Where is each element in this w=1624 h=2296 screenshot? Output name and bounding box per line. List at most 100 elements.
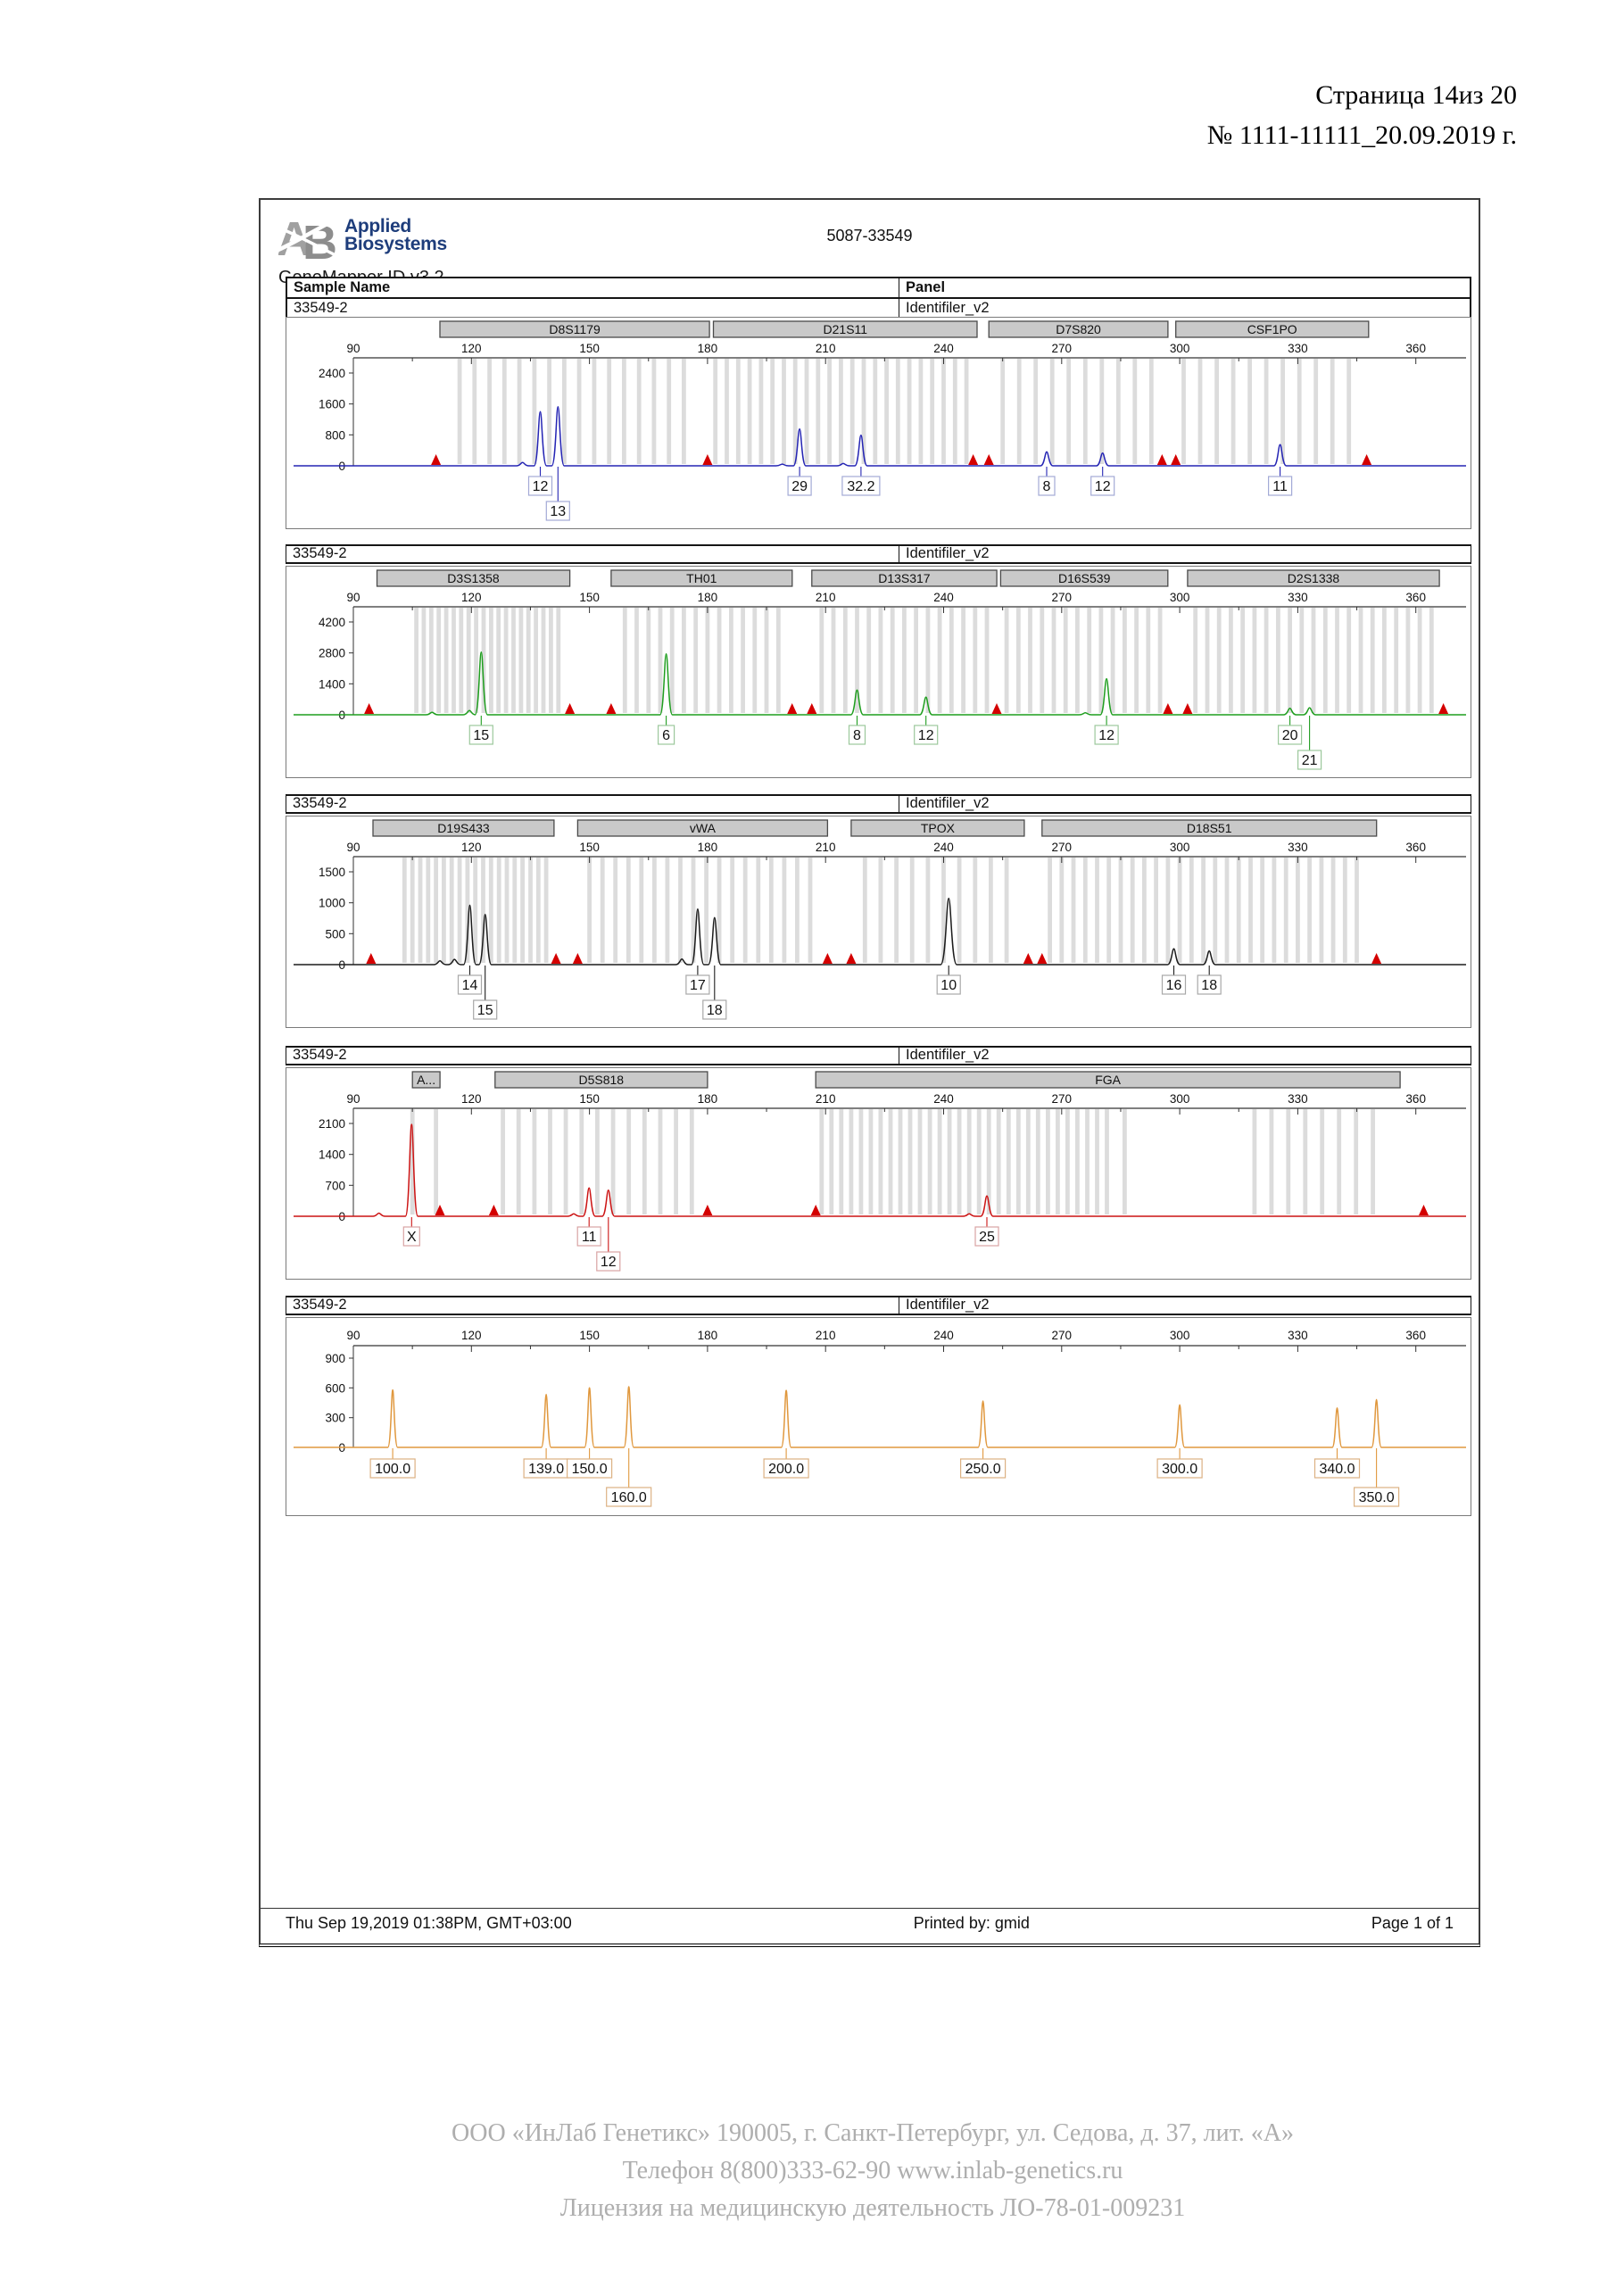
allele-label-box (457, 974, 483, 995)
allele-bin-bar (547, 359, 551, 464)
allele-label: 20 (1282, 728, 1298, 743)
size-standard-triangle (364, 703, 375, 714)
x-tick-label: 360 (1405, 841, 1426, 854)
allele-label-box (914, 725, 939, 745)
allele-bin-bar (1066, 359, 1072, 464)
allele-bin-bar (1033, 359, 1039, 464)
allele-bin-bar (957, 858, 962, 963)
size-standard-triangle (983, 454, 994, 465)
allele-bin-bar (973, 608, 978, 713)
x-tick-label: 300 (1170, 1329, 1190, 1342)
allele-bin-bar (895, 359, 900, 464)
marker-range-box (712, 320, 978, 338)
allele-bin-bar (1283, 858, 1288, 963)
y-tick-label: 1000 (319, 897, 345, 910)
allele-bin-bar (1269, 1109, 1274, 1214)
allele-bin-bar (1106, 858, 1112, 963)
size-standard-triangle (968, 454, 979, 465)
x-tick-label: 180 (698, 1329, 718, 1342)
allele-label: 11 (582, 1230, 597, 1245)
allele-bin-bar (808, 858, 813, 963)
marker-label: A... (417, 1073, 435, 1087)
allele-bin-bar (528, 858, 533, 963)
allele-bin-bar (1189, 858, 1194, 963)
allele-bin-bar (1193, 608, 1198, 713)
allele-bin-bar (909, 858, 915, 963)
allele-bin-bar (518, 608, 524, 713)
marker-label: TH01 (686, 571, 717, 585)
allele-bin-bar (888, 1109, 893, 1214)
allele-label: X (407, 1230, 417, 1245)
sample-table-row: 33549-2 Identifiler_v2 (287, 299, 1470, 318)
allele-bin-bar (729, 608, 733, 713)
allele-bin-bar (1154, 858, 1158, 963)
allele-bin-bar (587, 858, 592, 963)
allele-bin-bar (1346, 359, 1352, 464)
size-standard-triangle (435, 1205, 445, 1215)
marker-label: D7S820 (1056, 322, 1101, 336)
signal-trace (294, 651, 1466, 716)
allele-bin-bar (1085, 1109, 1090, 1214)
allele-label-box (1267, 476, 1293, 496)
report-frame: A B Applied Biosystems 5087-33549 GeneMa… (259, 198, 1480, 1947)
allele-bin-bar (713, 359, 718, 464)
x-tick-label: 90 (346, 841, 360, 854)
marker-range-box (439, 320, 710, 338)
allele-label-box (473, 999, 498, 1020)
marker-label: FGA (1095, 1073, 1121, 1087)
marker-range-box (610, 569, 793, 587)
allele-bin-bar (768, 858, 774, 963)
x-tick-label: 360 (1405, 342, 1426, 355)
allele-bin-bar (1118, 858, 1123, 963)
x-tick-label: 240 (933, 1092, 954, 1106)
x-tick-label: 120 (461, 841, 482, 854)
allele-bin-bar (1130, 858, 1135, 963)
x-tick-label: 120 (461, 342, 482, 355)
size-standard-triangle (1419, 1205, 1429, 1215)
print-page-number: Page 1 of 1 (1371, 1914, 1454, 1932)
allele-bin-bar (1063, 608, 1068, 713)
x-tick-label: 360 (1405, 591, 1426, 604)
allele-bin-bar (1075, 608, 1080, 713)
allele-label-box (1090, 476, 1115, 496)
allele-bin-bar (918, 359, 924, 464)
x-tick-label: 300 (1170, 591, 1190, 604)
allele-bin-bar (503, 608, 509, 713)
allele-bin-bar (1307, 858, 1312, 963)
allele-label: 17 (690, 978, 706, 993)
allele-bin-bar (1142, 858, 1147, 963)
allele-bin-bar (651, 359, 657, 464)
allele-bin-bar (678, 858, 683, 963)
allele-bin-bar (952, 359, 957, 464)
allele-bin-bar (873, 359, 878, 464)
x-tick-label: 150 (579, 342, 600, 355)
size-standard-triangle (702, 454, 713, 465)
allele-bin-bar (861, 359, 866, 464)
allele-bin-bar (907, 359, 912, 464)
allele-bin-bar (1015, 1109, 1021, 1214)
allele-bin-bar (878, 858, 883, 963)
allele-label-box (468, 725, 493, 745)
allele-bin-bar (665, 858, 670, 963)
allele-label: 340.0 (1319, 1462, 1355, 1477)
allele-bin-bar (1355, 858, 1359, 963)
marker-range-box (850, 819, 1025, 837)
col-sample-name: Sample Name (294, 279, 391, 295)
allele-bin-bar (725, 359, 729, 464)
allele-bin-bar (1417, 608, 1422, 713)
size-standard-triangle (1023, 953, 1033, 964)
allele-bin-bar (1313, 359, 1319, 464)
allele-bin-bar (402, 858, 407, 963)
allele-label: 160.0 (611, 1490, 647, 1505)
y-tick-label: 900 (325, 1352, 345, 1365)
allele-bin-bar (1280, 359, 1285, 464)
y-tick-label: 500 (325, 927, 345, 941)
y-tick-label: 2100 (319, 1117, 345, 1131)
allele-bin-bar (496, 858, 501, 963)
allele-bin-bar (636, 359, 642, 464)
allele-label: 15 (473, 728, 489, 743)
marker-label: D8S1179 (549, 322, 601, 336)
y-tick-label: 1500 (319, 866, 345, 879)
ab-logo-icon: A B (278, 214, 337, 262)
allele-bin-bar (639, 858, 644, 963)
